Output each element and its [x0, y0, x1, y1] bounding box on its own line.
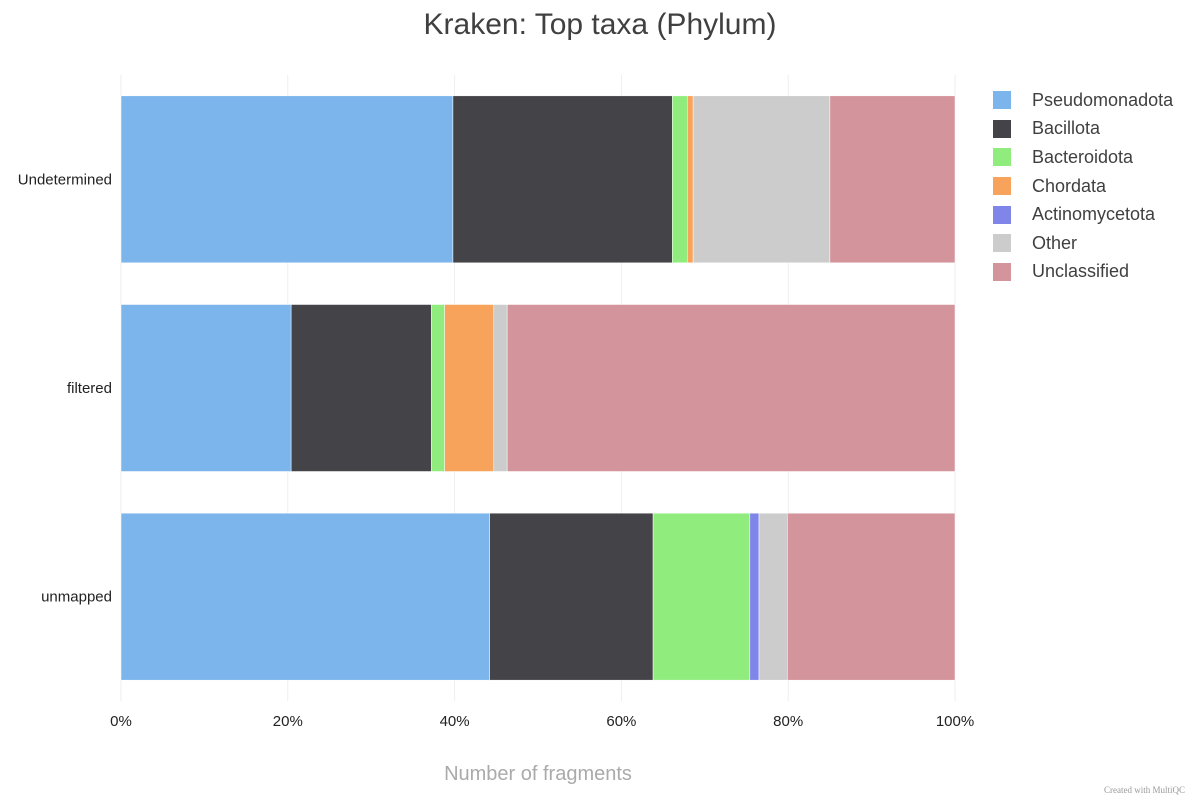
legend-label: Chordata	[1032, 175, 1107, 196]
y-tick-label: filtered	[67, 380, 112, 397]
credit-text: Created with MultiQC	[1104, 785, 1185, 795]
chart-title: Kraken: Top taxa (Phylum)	[423, 8, 777, 41]
bar-segment-bacteroidota-undetermined[interactable]	[672, 95, 688, 264]
bar-segment-bacteroidota-filtered[interactable]	[430, 304, 445, 472]
bar-segment-other-unmapped[interactable]	[758, 512, 788, 681]
x-tick-labels: 0% 20% 40% 60% 80% 100%	[110, 713, 974, 730]
legend-swatch	[993, 177, 1011, 196]
bar-segment-bacillota-unmapped[interactable]	[489, 512, 654, 681]
legend-item-unclassified[interactable]: Unclassified	[993, 258, 1173, 287]
legend-item-actinomycetota[interactable]: Actinomycetota	[993, 200, 1173, 229]
x-tick-label: 20%	[273, 713, 303, 730]
bar-segment-unclassified-filtered[interactable]	[506, 304, 956, 472]
bars	[120, 95, 956, 681]
bar-segment-other-undetermined[interactable]	[692, 95, 831, 264]
bar-segment-pseudomonadota-unmapped[interactable]	[120, 512, 490, 681]
x-axis-label: Number of fragments	[444, 763, 632, 785]
legend-swatch	[993, 262, 1011, 281]
x-tick-label: 40%	[440, 713, 470, 730]
legend-swatch	[993, 119, 1011, 138]
legend-swatch	[993, 205, 1011, 224]
legend-swatch	[993, 234, 1011, 253]
legend-item-chordata[interactable]: Chordata	[993, 172, 1173, 201]
bar-segment-chordata-filtered[interactable]	[444, 304, 495, 472]
x-tick-label: 60%	[606, 713, 636, 730]
legend-label: Other	[1032, 232, 1078, 253]
legend-item-bacillota[interactable]: Bacillota	[993, 115, 1173, 144]
legend-item-other[interactable]: Other	[993, 229, 1173, 258]
legend-label: Bacteroidota	[1032, 146, 1134, 167]
bar-segment-unclassified-undetermined[interactable]	[829, 95, 956, 264]
legend-label: Pseudomonadota	[1032, 89, 1174, 110]
bar-segment-actinomycetota-unmapped[interactable]	[749, 512, 760, 681]
y-tick-label: Undetermined	[18, 171, 112, 188]
x-tick-label: 100%	[936, 713, 974, 730]
bar-segment-bacillota-undetermined[interactable]	[452, 95, 673, 264]
legend-label: Actinomycetota	[1032, 204, 1156, 225]
legend-swatch	[993, 91, 1011, 110]
legend: Pseudomonadota Bacillota Bacteroidota Chord…	[993, 86, 1173, 286]
legend-item-pseudomonadota[interactable]: Pseudomonadota	[993, 86, 1173, 115]
y-tick-label: unmapped	[41, 589, 112, 606]
y-tick-labels: Undetermined filtered unmapped	[18, 171, 112, 605]
bar-segment-chordata-undetermined[interactable]	[687, 95, 694, 264]
bar-segment-unclassified-unmapped[interactable]	[787, 512, 956, 681]
x-tick-label: 0%	[110, 713, 132, 730]
bar-segment-pseudomonadota-undetermined[interactable]	[120, 95, 454, 264]
legend-item-bacteroidota[interactable]: Bacteroidota	[993, 143, 1173, 172]
bar-segment-other-filtered[interactable]	[493, 304, 508, 472]
legend-swatch	[993, 148, 1011, 167]
bar-segment-bacillota-filtered[interactable]	[290, 304, 432, 472]
legend-label: Unclassified	[1032, 261, 1130, 282]
x-tick-label: 80%	[773, 713, 803, 730]
bar-segment-bacteroidota-unmapped[interactable]	[652, 512, 751, 681]
bar-segment-pseudomonadota-filtered[interactable]	[120, 304, 292, 472]
legend-label: Bacillota	[1032, 118, 1101, 139]
